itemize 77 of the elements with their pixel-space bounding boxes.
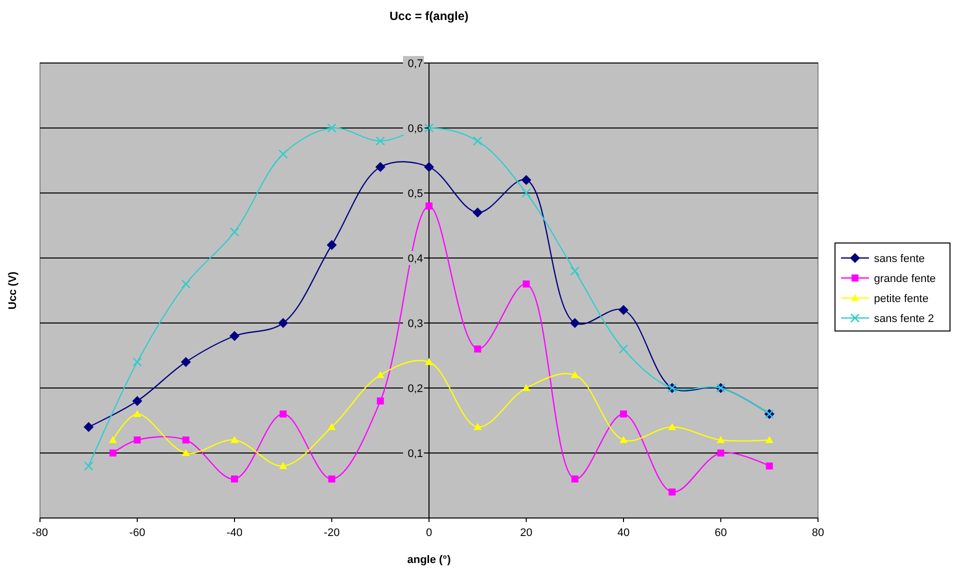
point bbox=[84, 461, 94, 471]
point bbox=[668, 423, 676, 430]
point bbox=[425, 358, 433, 365]
point bbox=[717, 450, 724, 456]
point bbox=[571, 476, 578, 482]
point bbox=[620, 410, 627, 418]
point bbox=[230, 331, 240, 341]
point bbox=[326, 240, 337, 250]
point bbox=[180, 357, 191, 367]
point bbox=[668, 488, 676, 496]
y-tick-label: 0,3 bbox=[408, 318, 423, 330]
point bbox=[328, 476, 336, 482]
point bbox=[424, 123, 434, 133]
point bbox=[231, 476, 238, 482]
point bbox=[327, 123, 336, 133]
y-tick-label: 0,7 bbox=[408, 58, 423, 70]
point bbox=[766, 462, 773, 470]
point bbox=[376, 371, 384, 378]
point bbox=[765, 436, 774, 443]
point bbox=[522, 384, 530, 391]
y-tick-label: 0,4 bbox=[408, 252, 423, 265]
legend-label: sans fente bbox=[874, 252, 925, 265]
point bbox=[522, 280, 530, 288]
x-tick-label: 20 bbox=[520, 527, 532, 539]
point bbox=[618, 344, 628, 354]
legend-label: grande fente bbox=[874, 272, 936, 285]
legend-label: sans fente 2 bbox=[874, 312, 934, 325]
x-tick-label: -20 bbox=[324, 527, 340, 539]
point bbox=[472, 208, 483, 218]
point bbox=[134, 436, 141, 444]
point bbox=[376, 398, 384, 404]
point bbox=[522, 188, 531, 198]
point bbox=[182, 449, 190, 456]
point bbox=[474, 346, 482, 352]
point bbox=[618, 305, 628, 315]
point bbox=[375, 162, 386, 172]
point bbox=[472, 136, 482, 146]
y-tick-label: 0,2 bbox=[408, 382, 423, 395]
x-tick-label: -60 bbox=[129, 527, 146, 539]
x-tick-label: -40 bbox=[226, 527, 242, 539]
point bbox=[132, 357, 142, 367]
x-axis-title: angle (°) bbox=[407, 554, 452, 566]
point bbox=[570, 266, 580, 276]
y-axis-title: Ucc (V) bbox=[7, 271, 19, 310]
point bbox=[424, 162, 434, 172]
point bbox=[716, 436, 725, 443]
x-tick-label: 60 bbox=[714, 527, 727, 539]
point bbox=[278, 149, 288, 159]
x-tick-label: 0 bbox=[426, 527, 432, 539]
point bbox=[521, 175, 532, 185]
point bbox=[279, 462, 288, 469]
point bbox=[620, 436, 628, 443]
x-tick-label: 80 bbox=[812, 527, 824, 539]
x-tick-label: -80 bbox=[32, 527, 48, 539]
point bbox=[280, 410, 287, 418]
point bbox=[426, 202, 432, 210]
point bbox=[570, 371, 579, 378]
point bbox=[278, 318, 288, 328]
point bbox=[133, 410, 142, 417]
x-tick-label: 40 bbox=[617, 527, 630, 539]
point bbox=[132, 396, 142, 406]
point bbox=[230, 227, 240, 237]
point bbox=[474, 423, 482, 430]
point bbox=[230, 436, 238, 443]
y-tick-label: 0,1 bbox=[408, 448, 423, 460]
y-tick-label: 0,5 bbox=[408, 188, 423, 200]
y-tick-label: 0,6 bbox=[408, 122, 423, 135]
point bbox=[328, 423, 336, 430]
legend-label: petite fente bbox=[874, 292, 928, 305]
point bbox=[181, 279, 191, 289]
point bbox=[84, 422, 94, 432]
chart-title: Ucc = f(angle) bbox=[389, 9, 469, 23]
point bbox=[376, 136, 386, 146]
point bbox=[182, 436, 190, 444]
point bbox=[109, 450, 116, 456]
point bbox=[108, 436, 117, 443]
point bbox=[570, 318, 580, 328]
